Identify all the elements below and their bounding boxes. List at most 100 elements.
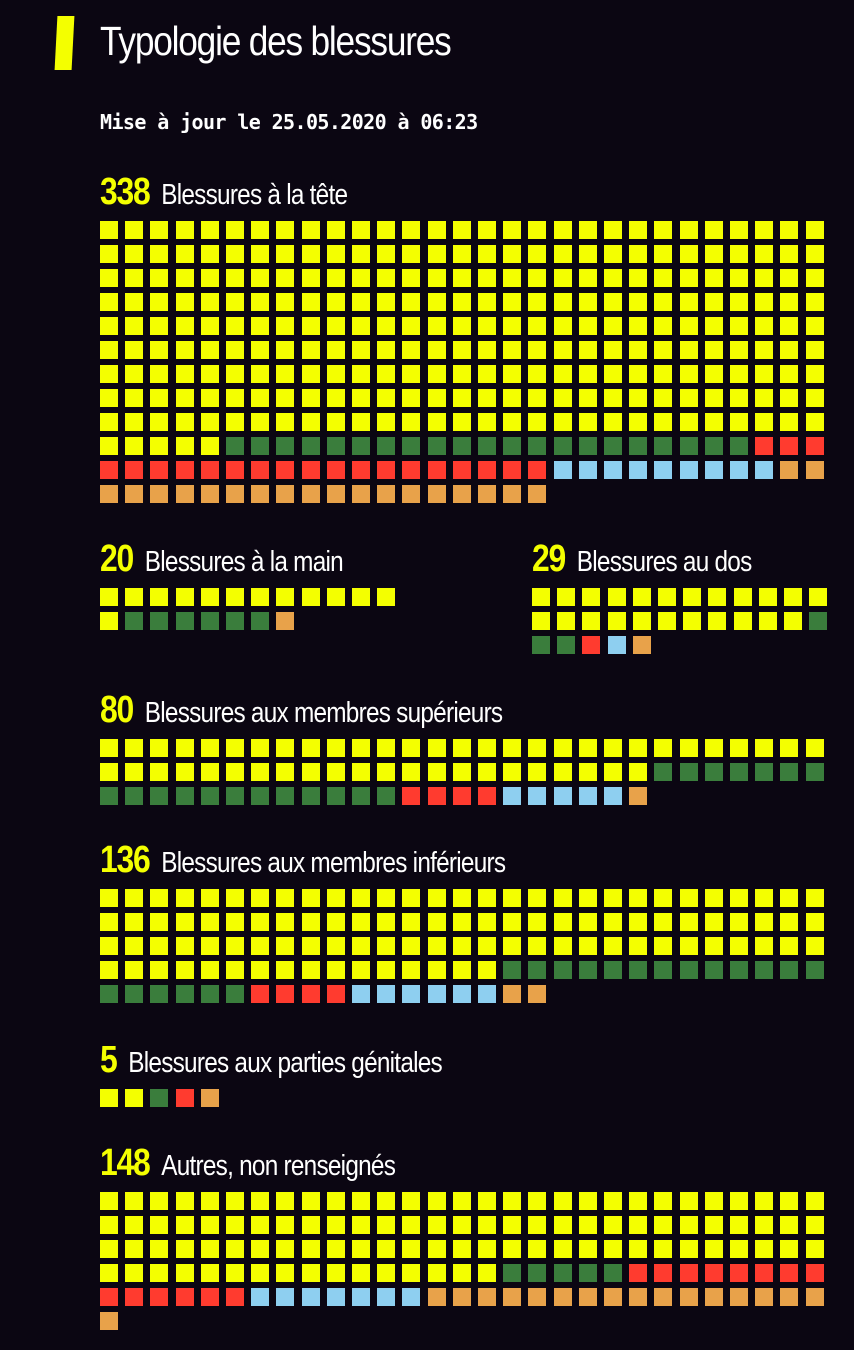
- waffle-square-yellow: [150, 269, 169, 287]
- waffle-square-yellow: [452, 413, 471, 431]
- waffle-square-yellow: [478, 365, 496, 383]
- waffle-square-yellow: [326, 293, 345, 311]
- waffle-square-yellow: [654, 739, 673, 757]
- waffle-square-yellow: [730, 365, 748, 383]
- waffle-square-green: [377, 437, 396, 455]
- waffle-square-blue: [679, 461, 698, 479]
- waffle-square-yellow: [125, 413, 144, 431]
- waffle-square-orange: [654, 1288, 673, 1306]
- waffle-square-yellow: [654, 269, 673, 287]
- waffle-square-yellow: [226, 413, 244, 431]
- waffle-square-green: [578, 1264, 597, 1282]
- waffle-square-green: [679, 763, 698, 781]
- waffle-square-yellow: [402, 913, 421, 931]
- waffle-square-yellow: [150, 1216, 169, 1234]
- waffle-square-yellow: [704, 913, 723, 931]
- waffle-square-orange: [125, 485, 144, 503]
- waffle-square-green: [402, 437, 421, 455]
- waffle-square-yellow: [125, 437, 144, 455]
- waffle-square-blue: [352, 1288, 370, 1306]
- waffle-square-yellow: [679, 293, 698, 311]
- waffle-square-orange: [632, 636, 651, 654]
- waffle-square-yellow: [150, 221, 169, 239]
- chart-header: 338 Blessures à la tête: [100, 172, 713, 212]
- waffle-square-yellow: [276, 413, 295, 431]
- waffle-square-yellow: [805, 245, 824, 263]
- waffle-square-yellow: [276, 889, 295, 907]
- waffle-square-red: [175, 1288, 194, 1306]
- title-accent-bar: [54, 16, 75, 70]
- waffle-square-blue: [755, 461, 774, 479]
- waffle-square-yellow: [200, 1216, 219, 1234]
- waffle-square-yellow: [654, 913, 673, 931]
- waffle-square-yellow: [377, 221, 396, 239]
- waffle-square-blue: [578, 461, 597, 479]
- waffle-square-yellow: [150, 365, 169, 383]
- waffle-square-yellow: [755, 1240, 774, 1258]
- waffle-square-yellow: [150, 961, 169, 979]
- waffle-square-yellow: [125, 913, 144, 931]
- waffle-square-yellow: [226, 913, 244, 931]
- waffle-square-yellow: [679, 221, 698, 239]
- waffle-square-yellow: [758, 612, 777, 630]
- waffle-square-yellow: [276, 739, 295, 757]
- waffle-square-yellow: [150, 389, 169, 407]
- waffle-square-yellow: [654, 365, 673, 383]
- waffle-square-yellow: [629, 221, 648, 239]
- waffle-square-yellow: [427, 341, 446, 359]
- waffle-square-yellow: [607, 612, 626, 630]
- waffle-square-blue: [377, 1288, 396, 1306]
- waffle-square-yellow: [780, 739, 799, 757]
- waffle-square-green: [150, 1089, 169, 1107]
- waffle-square-yellow: [226, 739, 244, 757]
- waffle-square-yellow: [528, 1216, 547, 1234]
- waffle-square-yellow: [629, 413, 648, 431]
- waffle-square-yellow: [352, 413, 370, 431]
- waffle-square-green: [352, 787, 370, 805]
- waffle-square-yellow: [704, 1216, 723, 1234]
- waffle-square-red: [427, 787, 446, 805]
- waffle-square-green: [604, 437, 622, 455]
- waffle-square-yellow: [226, 245, 244, 263]
- waffle-square-yellow: [326, 317, 345, 335]
- waffle-square-yellow: [200, 341, 219, 359]
- chart-header: 136 Blessures aux membres inférieurs: [100, 840, 713, 880]
- waffle-square-yellow: [553, 389, 572, 407]
- waffle-square-yellow: [251, 317, 270, 335]
- chart-count: 20: [100, 538, 134, 580]
- waffle-square-yellow: [352, 293, 370, 311]
- waffle-square-orange: [276, 485, 295, 503]
- waffle-square-green: [326, 787, 345, 805]
- waffle-square-red: [755, 1264, 774, 1282]
- waffle-square-yellow: [200, 913, 219, 931]
- waffle-square-yellow: [503, 739, 522, 757]
- waffle-square-yellow: [582, 588, 601, 606]
- waffle-square-yellow: [150, 341, 169, 359]
- waffle-square-yellow: [301, 269, 320, 287]
- waffle-square-orange: [604, 1288, 622, 1306]
- waffle-square-yellow: [704, 389, 723, 407]
- waffle-square-yellow: [780, 1240, 799, 1258]
- waffle-square-yellow: [125, 1264, 144, 1282]
- waffle-square-yellow: [301, 413, 320, 431]
- waffle-square-orange: [578, 1288, 597, 1306]
- waffle-square-green: [150, 787, 169, 805]
- waffle-square-yellow: [528, 913, 547, 931]
- waffle-square-orange: [478, 1288, 496, 1306]
- waffle-square-yellow: [629, 365, 648, 383]
- waffle-square-yellow: [654, 889, 673, 907]
- waffle-square-yellow: [780, 889, 799, 907]
- waffle-square-yellow: [654, 389, 673, 407]
- waffle-square-yellow: [755, 365, 774, 383]
- waffle-square-yellow: [125, 341, 144, 359]
- waffle-square-yellow: [503, 1192, 522, 1210]
- waffle-square-orange: [276, 612, 295, 630]
- waffle-square-yellow: [301, 1264, 320, 1282]
- waffle-square-yellow: [730, 889, 748, 907]
- waffle-square-yellow: [604, 1216, 622, 1234]
- waffle-square-yellow: [629, 245, 648, 263]
- chart-head: 338 Blessures à la tête: [100, 172, 830, 509]
- waffle-square-yellow: [175, 1216, 194, 1234]
- waffle-square-yellow: [125, 1216, 144, 1234]
- waffle-square-yellow: [679, 1192, 698, 1210]
